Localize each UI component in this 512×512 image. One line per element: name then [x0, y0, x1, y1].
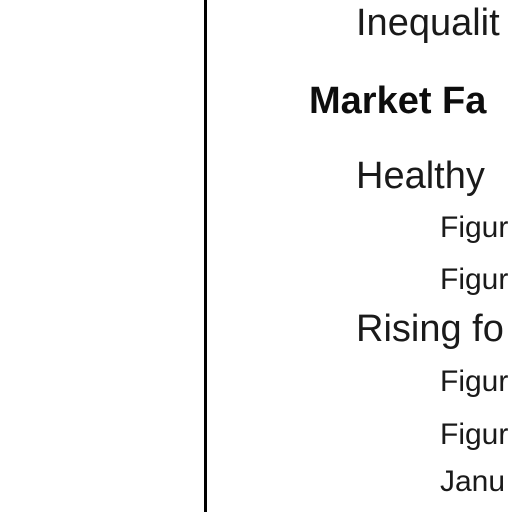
toc-subentry-figure[interactable]: Figur	[440, 211, 509, 244]
toc-subentry-figure[interactable]: Figur	[440, 365, 509, 398]
toc-entry-rising[interactable]: Rising fo	[356, 308, 504, 350]
toc-subentry-figure[interactable]: Figur	[440, 263, 509, 296]
table-of-contents: Inequalit Market Fa Healthy Figur Figur …	[207, 0, 512, 512]
blank-left-pane	[0, 0, 204, 512]
toc-entry-healthy[interactable]: Healthy	[356, 155, 485, 197]
toc-heading-market[interactable]: Market Fa	[309, 80, 487, 122]
toc-entry-inequality[interactable]: Inequalit	[356, 2, 500, 44]
toc-subentry-figure[interactable]: Figur	[440, 418, 509, 451]
toc-subentry-january[interactable]: Janu	[440, 465, 506, 498]
vertical-divider	[204, 0, 207, 512]
